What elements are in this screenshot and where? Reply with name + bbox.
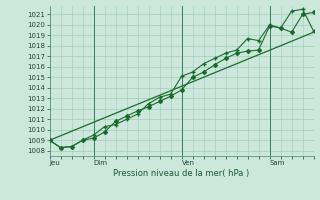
X-axis label: Pression niveau de la mer( hPa ): Pression niveau de la mer( hPa )	[114, 169, 250, 178]
